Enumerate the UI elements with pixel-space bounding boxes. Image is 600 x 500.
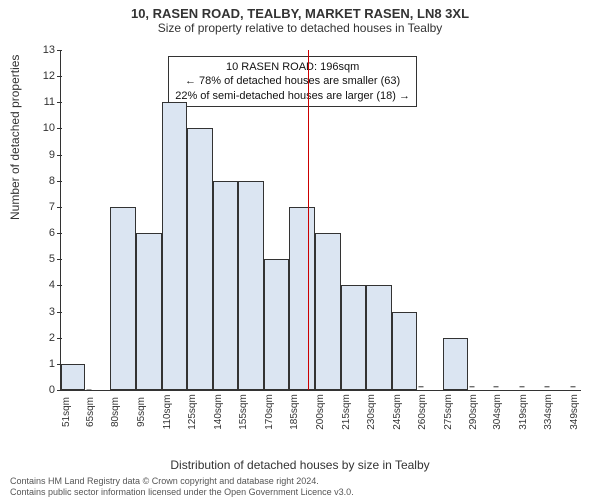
x-tick: 200sqm [315, 394, 326, 430]
x-axis-label: Distribution of detached houses by size … [0, 458, 600, 472]
x-tick: 245sqm [392, 394, 403, 430]
y-tick: 2 [49, 332, 61, 344]
annotation-line2: ← 78% of detached houses are smaller (63… [175, 74, 410, 88]
y-tick: 10 [43, 122, 61, 134]
histogram-bar [162, 102, 188, 390]
x-tick: 125sqm [187, 394, 198, 430]
footer-attribution: Contains HM Land Registry data © Crown c… [10, 476, 590, 498]
y-tick: 0 [49, 384, 61, 396]
y-tick: 12 [43, 70, 61, 82]
annotation-box: 10 RASEN ROAD: 196sqm ← 78% of detached … [168, 56, 417, 107]
x-tick: 155sqm [238, 394, 249, 430]
x-tick: 140sqm [213, 394, 224, 430]
y-tick: 3 [49, 306, 61, 318]
x-tick: 51sqm [61, 397, 72, 427]
footer-line2: Contains public sector information licen… [10, 487, 590, 498]
histogram-bar [213, 181, 239, 390]
x-tick: 275sqm [443, 394, 454, 430]
x-tick: 110sqm [162, 395, 173, 430]
annotation-line3: 22% of semi-detached houses are larger (… [175, 89, 410, 103]
histogram-bar [289, 207, 315, 390]
histogram-bar [366, 285, 392, 390]
x-tick: 334sqm [543, 394, 554, 430]
x-tick: 260sqm [417, 394, 428, 430]
histogram-bar [238, 181, 264, 390]
x-tick: 230sqm [366, 394, 377, 430]
x-tick: 170sqm [264, 394, 275, 430]
y-tick: 4 [49, 279, 61, 291]
x-tick: 80sqm [110, 397, 121, 427]
plot-area: 10 RASEN ROAD: 196sqm ← 78% of detached … [60, 50, 581, 391]
x-tick: 65sqm [85, 397, 96, 427]
y-tick: 6 [49, 227, 61, 239]
histogram-bar [187, 128, 213, 390]
x-tick: 304sqm [492, 394, 503, 430]
histogram-bar [443, 338, 469, 390]
histogram-bar [110, 207, 136, 390]
x-tick: 215sqm [341, 394, 352, 430]
chart-container: 10, RASEN ROAD, TEALBY, MARKET RASEN, LN… [0, 0, 600, 500]
histogram-bar [136, 233, 162, 390]
x-tick: 290sqm [468, 394, 479, 430]
y-tick: 13 [43, 44, 61, 56]
y-tick: 7 [49, 201, 61, 213]
y-tick: 5 [49, 253, 61, 265]
x-tick: 349sqm [569, 394, 580, 430]
x-tick: 95sqm [136, 397, 147, 427]
x-tick: 185sqm [289, 394, 300, 430]
histogram-bar [61, 364, 85, 390]
marker-line [308, 50, 309, 390]
y-axis-label: Number of detached properties [8, 55, 22, 220]
y-tick: 1 [49, 358, 61, 370]
annotation-line1: 10 RASEN ROAD: 196sqm [175, 60, 410, 74]
footer-line1: Contains HM Land Registry data © Crown c… [10, 476, 590, 487]
histogram-bar [264, 259, 290, 390]
chart-subtitle: Size of property relative to detached ho… [0, 21, 600, 35]
histogram-bar [392, 312, 418, 390]
histogram-bar [341, 285, 367, 390]
y-tick: 11 [44, 96, 61, 108]
x-tick: 319sqm [518, 394, 529, 430]
y-tick: 8 [49, 175, 61, 187]
y-tick: 9 [49, 149, 61, 161]
chart-title: 10, RASEN ROAD, TEALBY, MARKET RASEN, LN… [0, 0, 600, 21]
histogram-bar [315, 233, 341, 390]
